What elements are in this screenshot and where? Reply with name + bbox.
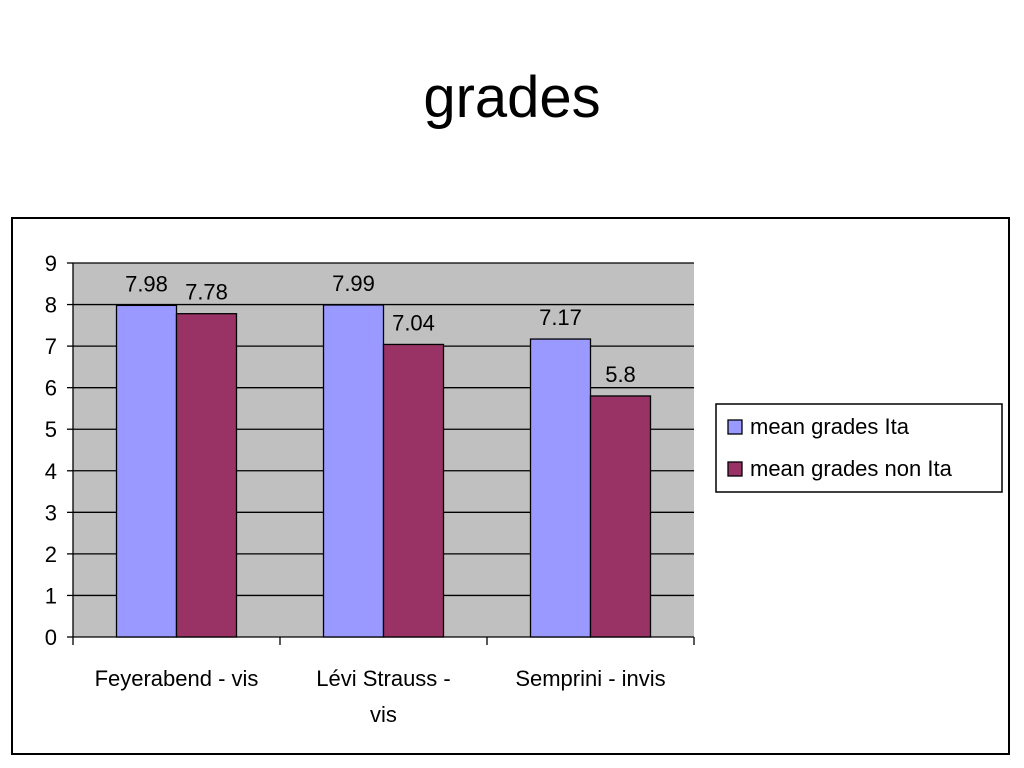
bar-ita[interactable] (115, 304, 178, 638)
data-label: 7.17 (539, 305, 582, 330)
bar-ita[interactable] (529, 338, 592, 638)
bar-non-ita[interactable] (175, 313, 238, 638)
data-label: 7.99 (332, 271, 375, 296)
bar-non-ita[interactable] (589, 395, 652, 638)
legend-swatch-non-ita (727, 461, 743, 477)
legend-label: mean grades non Ita (750, 456, 953, 481)
y-tick-label: 4 (45, 459, 57, 484)
y-tick-label: 2 (45, 542, 57, 567)
y-tick-label: 6 (45, 376, 57, 401)
y-tick-label: 9 (45, 251, 57, 276)
bar-non-ita[interactable] (382, 343, 445, 638)
x-category-label: vis (370, 702, 397, 727)
bar-ita[interactable] (322, 304, 385, 638)
legend-swatch-ita (727, 419, 743, 435)
data-label: 7.98 (125, 271, 168, 296)
x-category-label: Lévi Strauss - (316, 666, 451, 691)
data-label: 7.78 (185, 280, 228, 305)
y-tick-label: 0 (45, 625, 57, 650)
legend-label: mean grades Ita (750, 414, 910, 439)
data-label: 7.04 (392, 310, 435, 335)
x-category-label: Feyerabend - vis (95, 666, 259, 691)
y-tick-label: 3 (45, 500, 57, 525)
data-label: 5.8 (605, 362, 636, 387)
y-tick-label: 1 (45, 583, 57, 608)
y-tick-label: 5 (45, 417, 57, 442)
y-tick-label: 7 (45, 334, 57, 359)
x-category-label: Semprini - invis (515, 666, 665, 691)
legend (715, 403, 1003, 493)
y-tick-label: 8 (45, 293, 57, 318)
slide-title: grades (423, 65, 601, 130)
